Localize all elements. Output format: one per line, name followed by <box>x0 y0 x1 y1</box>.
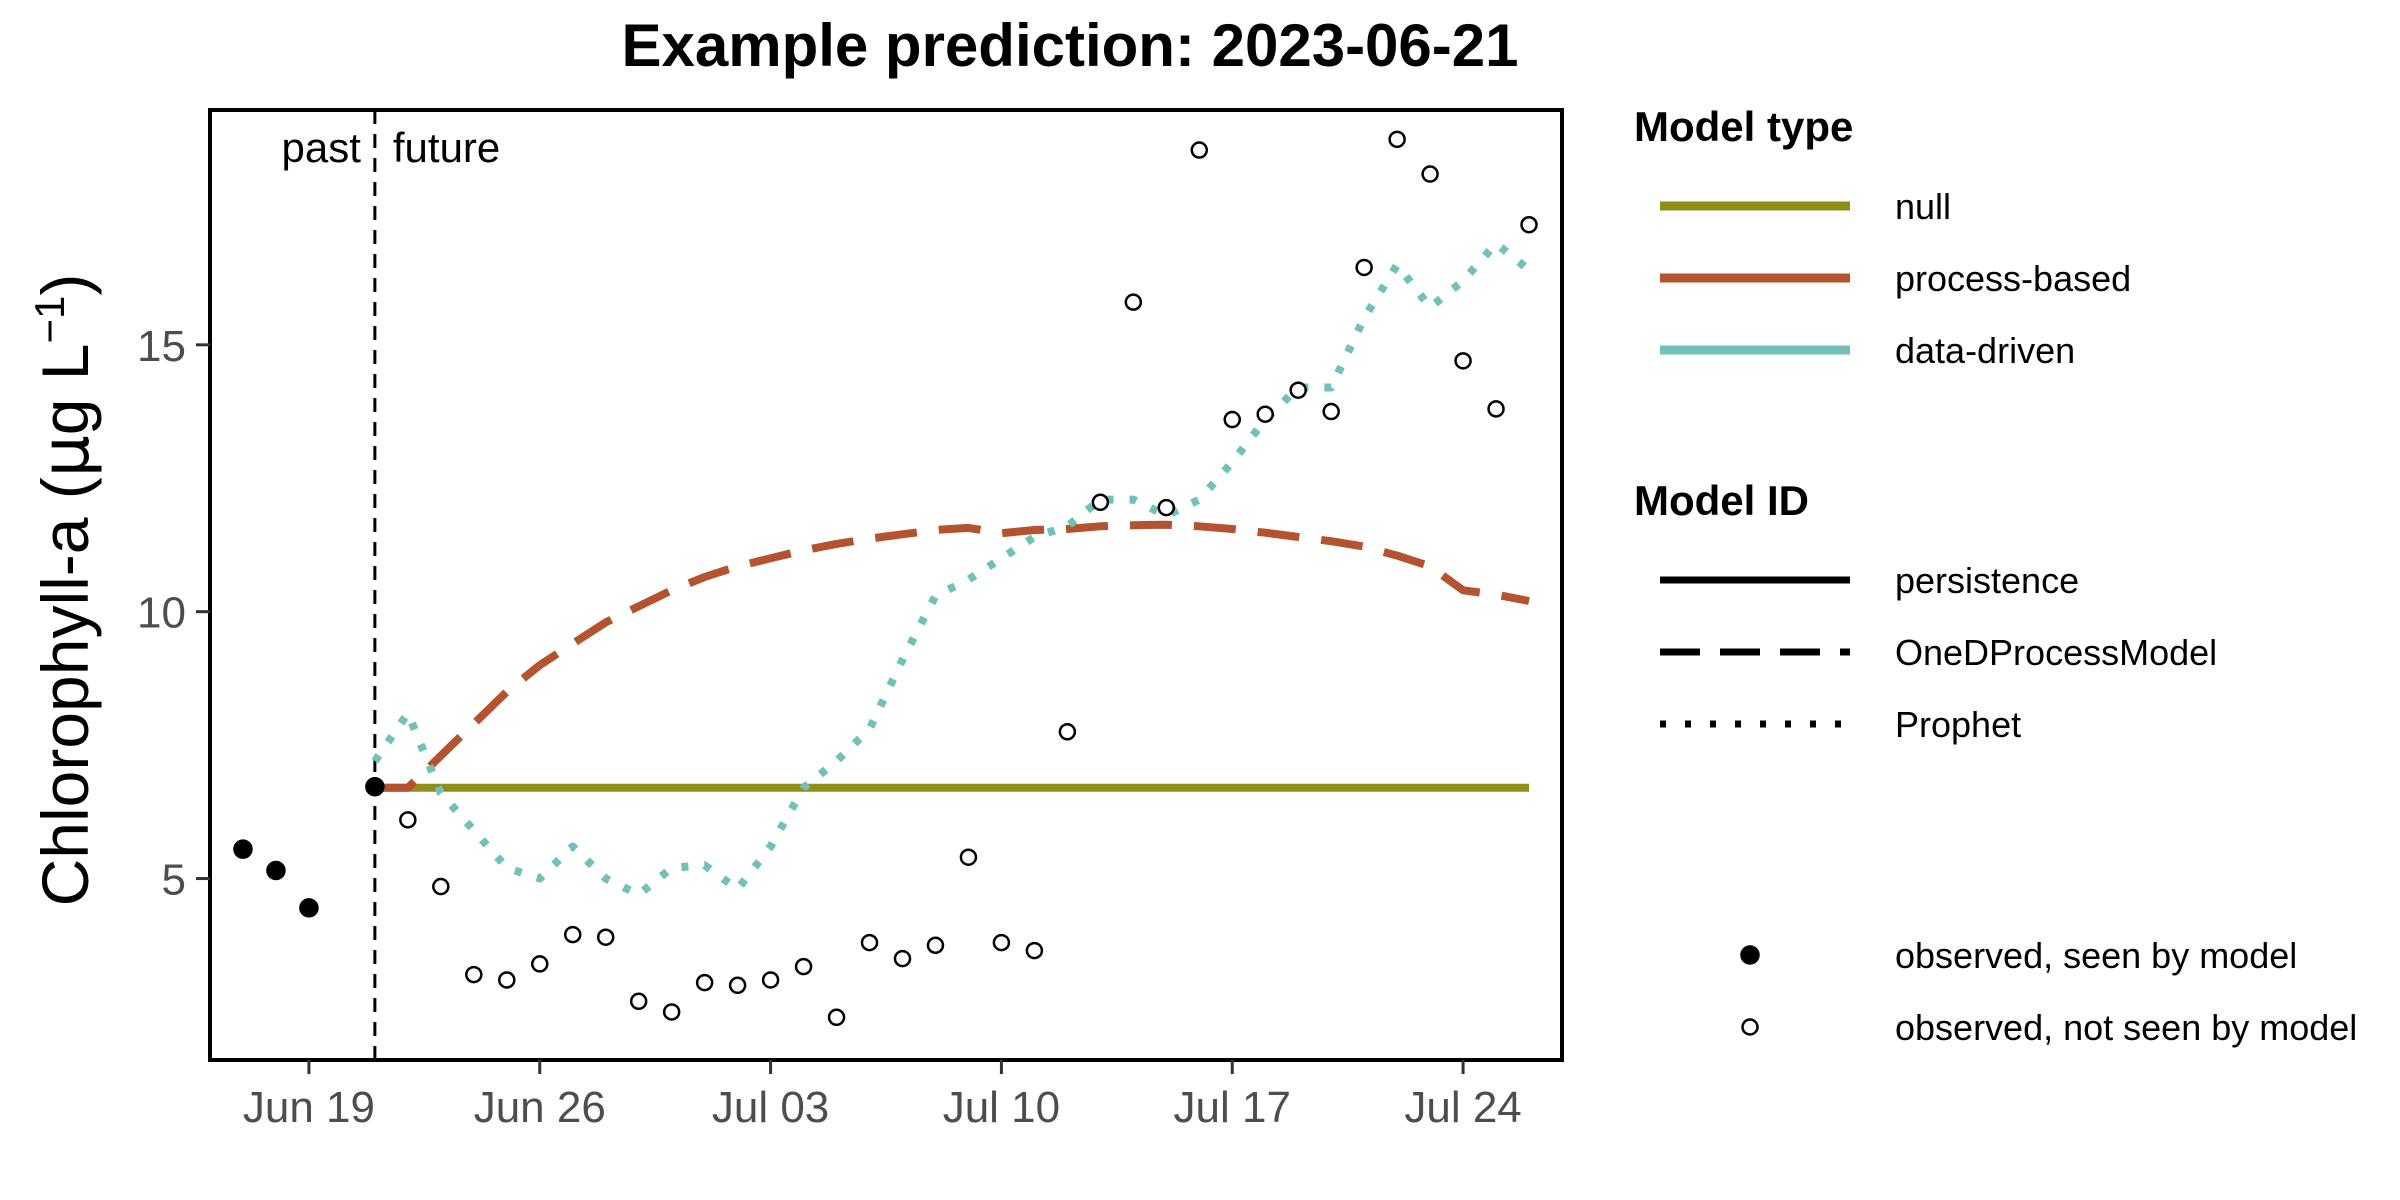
observed-unseen-point <box>1388 130 1406 149</box>
legend-label: null <box>1895 186 1951 227</box>
x-tick-label: Jul 24 <box>1404 1083 1521 1132</box>
observed-unseen-point <box>498 971 516 989</box>
y-axis-label-unit: g L <box>28 343 102 435</box>
future-annotation: future <box>393 124 500 171</box>
observed-unseen-point <box>1421 165 1439 183</box>
observed-unseen-point <box>629 992 648 1011</box>
y-tick-label: 5 <box>162 856 186 905</box>
observed-unseen-point <box>1454 352 1472 370</box>
plot-area: 5 10 15 Jun 19 Jun 26 Jul 03 Jul 10 Jul 17 Jul 2… <box>137 108 1564 1132</box>
observed-unseen-point <box>531 955 549 973</box>
observed-unseen-point <box>1025 941 1044 960</box>
observed-unseen-point <box>1124 293 1143 311</box>
past-annotation: past <box>281 124 361 171</box>
observed-unseen-point <box>596 928 615 946</box>
legend: Model type null process-based data-driven Mo… <box>1634 103 2357 1048</box>
legend-label: observed, seen by model <box>1895 935 2297 976</box>
observed-unseen-point <box>959 848 978 866</box>
observed-unseen-point <box>662 1003 681 1021</box>
x-tick-label: Jun 26 <box>474 1083 606 1132</box>
legend-unseen-marker <box>1741 1018 1759 1036</box>
legend-label: persistence <box>1895 560 2079 601</box>
observed-unseen-point <box>827 1008 846 1027</box>
observed-seen-point <box>299 898 319 918</box>
observed-unseen-point <box>728 976 747 995</box>
observed-unseen-point <box>432 877 450 896</box>
observed-unseen-point <box>992 933 1011 952</box>
observed-unseen-point <box>1487 400 1505 418</box>
legend-title-model-type: Model type <box>1634 103 1853 150</box>
observed-unseen-point <box>563 925 582 944</box>
observed-unseen-point <box>1256 405 1274 423</box>
observed-unseen-point <box>465 965 483 984</box>
legend-label: data-driven <box>1895 330 2075 371</box>
legend-label: observed, not seen by model <box>1895 1007 2357 1048</box>
y-tick-label: 10 <box>137 589 186 638</box>
chart-title: Example prediction: 2023-06-21 <box>621 12 1518 79</box>
observed-unseen-point <box>1289 381 1307 399</box>
legend-label: Prophet <box>1895 704 2021 745</box>
plot-frame <box>208 108 1564 1062</box>
observed-unseen-point <box>399 811 417 829</box>
y-axis-label-sup: −1 <box>26 296 73 344</box>
observed-unseen-point <box>695 973 714 992</box>
legend-label: OneDProcessModel <box>1895 632 2217 673</box>
observed-seen-point <box>233 839 253 859</box>
observed-unseen-point <box>794 957 813 976</box>
legend-seen-marker <box>1740 945 1760 965</box>
legend-label: process-based <box>1895 258 2131 299</box>
observed-unseen-point <box>1157 498 1176 517</box>
observed-seen-point <box>365 776 385 797</box>
series-Prophet <box>371 239 1532 899</box>
observed-unseen-point <box>893 949 912 968</box>
x-tick-label: Jul 10 <box>943 1083 1060 1132</box>
observed-unseen-point <box>1223 410 1241 429</box>
x-tick-label: Jul 17 <box>1174 1083 1291 1132</box>
observed-unseen-point <box>1355 258 1373 277</box>
observed-unseen-point <box>926 936 945 955</box>
observed-unseen-point <box>1190 141 1209 159</box>
observed-seen-point <box>266 860 286 881</box>
observed-unseen-point <box>1322 402 1340 421</box>
x-tick-label: Jun 19 <box>243 1083 375 1132</box>
x-tick-label: Jul 03 <box>712 1083 829 1132</box>
y-axis-label-close: ) <box>28 274 102 296</box>
y-axis-label-mu: μ <box>27 435 104 477</box>
legend-title-model-id: Model ID <box>1634 477 1809 524</box>
y-tick-label: 15 <box>137 322 186 371</box>
observed-unseen-point <box>1520 215 1538 234</box>
observed-unseen-point <box>761 971 780 989</box>
series-OneDProcessModel <box>374 520 1530 792</box>
y-axis-label: Chlorophyll-a (μg L−1) <box>26 274 104 907</box>
observed-unseen-point <box>1058 723 1077 741</box>
y-axis-label-main: Chlorophyll-a ( <box>28 477 102 906</box>
observed-unseen-point <box>1091 493 1110 512</box>
observed-unseen-point <box>860 933 879 952</box>
